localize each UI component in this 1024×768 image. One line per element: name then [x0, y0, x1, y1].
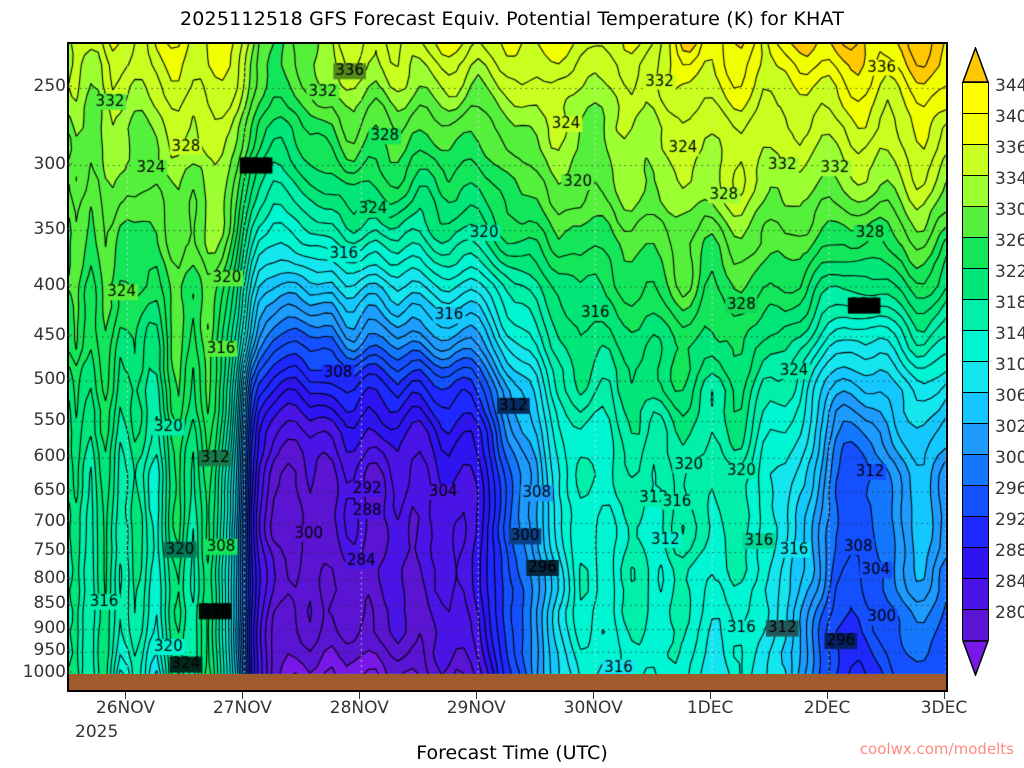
- colorbar-tick-label: 284: [995, 572, 1024, 592]
- colorbar-tick-label: 300: [995, 448, 1024, 468]
- y-axis-tick-label: 550: [33, 409, 66, 430]
- colorbar-swatch: [963, 300, 988, 331]
- colorbar-swatch: [963, 393, 988, 424]
- colorbar-tick-label: 340: [995, 107, 1024, 127]
- y-axis-tick-label: 900: [33, 617, 66, 638]
- colorbar-tick-label: 322: [995, 262, 1024, 282]
- terrain-band: [69, 674, 946, 690]
- y-axis-tick-label: 750: [33, 540, 66, 561]
- colorbar-tick-label: 314: [995, 324, 1024, 344]
- x-axis-tick-label: 27NOV: [212, 698, 272, 718]
- colorbar-tick-label: 288: [995, 541, 1024, 561]
- x-axis-tick: [593, 692, 595, 699]
- x-axis-title: Forecast Time (UTC): [416, 742, 608, 764]
- colorbar-swatch: [963, 579, 988, 610]
- x-axis-tick: [125, 692, 127, 699]
- colorbar-swatch: [963, 83, 988, 114]
- colorbar-tick-label: 280: [995, 603, 1024, 623]
- y-axis-tick-label: 1000: [22, 662, 66, 682]
- x-axis-tick-label: 1DEC: [686, 698, 734, 718]
- colorbar-swatch: [963, 486, 988, 517]
- colorbar-over-arrow: [961, 45, 990, 83]
- x-axis-tick: [827, 692, 829, 699]
- y-axis-tick-label: 500: [33, 369, 66, 390]
- y-axis-tick-label: 450: [33, 324, 66, 345]
- colorbar-swatch: [963, 145, 988, 176]
- colorbar-tick-label: 306: [995, 386, 1024, 406]
- colorbar-swatch: [963, 114, 988, 145]
- colorbar-swatch: [963, 610, 988, 641]
- colorbar-under-arrow: [961, 640, 990, 678]
- colorbar-tick-label: 344: [995, 76, 1024, 96]
- colorbar-tick-label: 296: [995, 479, 1024, 499]
- y-axis-tick-label: 700: [33, 511, 66, 532]
- contour-plot[interactable]: [67, 42, 948, 692]
- y-axis-tick-label: 950: [33, 640, 66, 661]
- x-axis-tick-label: 28NOV: [329, 698, 389, 718]
- colorbar-tick-label: 310: [995, 355, 1024, 375]
- colorbar-body: [962, 82, 989, 641]
- x-axis-tick-label: 2DEC: [803, 698, 851, 718]
- x-axis-tick: [944, 692, 945, 699]
- colorbar-tick-label: 302: [995, 417, 1024, 437]
- x-axis-tick: [476, 692, 478, 699]
- y-axis-tick-label: 800: [33, 567, 66, 588]
- y-axis-tick-label: 300: [33, 153, 66, 174]
- contour-field-canvas: [69, 44, 946, 690]
- y-axis-tick-label: 350: [33, 218, 66, 239]
- x-axis-tick-label: 26NOV: [95, 698, 155, 718]
- colorbar-tick-label: 330: [995, 200, 1024, 220]
- colorbar-swatch: [963, 362, 988, 393]
- y-axis-tick-label: 850: [33, 593, 66, 614]
- y-axis-tick-label: 250: [33, 76, 66, 97]
- colorbar-swatch: [963, 238, 988, 269]
- x-axis-tick: [710, 692, 712, 699]
- colorbar-swatch: [963, 331, 988, 362]
- x-axis-tick: [359, 692, 361, 699]
- colorbar-swatch: [963, 517, 988, 548]
- colorbar-tick-label: 334: [995, 169, 1024, 189]
- x-axis-tick: [242, 692, 244, 699]
- x-axis-tick-label: 30NOV: [563, 698, 623, 718]
- colorbar-tick-label: 292: [995, 510, 1024, 530]
- colorbar-swatch: [963, 424, 988, 455]
- x-axis-tick-label: 29NOV: [446, 698, 506, 718]
- colorbar-swatch: [963, 207, 988, 238]
- colorbar-tick-label: 336: [995, 138, 1024, 158]
- colorbar-tick-label: 318: [995, 293, 1024, 313]
- colorbar-swatch: [963, 548, 988, 579]
- y-axis-tick-label: 400: [33, 275, 66, 295]
- x-axis-year-label: 2025: [75, 722, 119, 742]
- colorbar-tick-label: 326: [995, 231, 1024, 251]
- watermark: coolwx.com/modelts: [859, 740, 1014, 758]
- page-title: 2025112518 GFS Forecast Equiv. Potential…: [179, 8, 845, 30]
- colorbar-swatch: [963, 269, 988, 300]
- y-axis-tick-label: 600: [33, 446, 66, 467]
- x-axis-tick-label: 3DEC: [920, 698, 968, 718]
- colorbar-swatch: [963, 176, 988, 207]
- y-axis-tick-label: 650: [33, 480, 66, 501]
- colorbar-swatch: [963, 455, 988, 486]
